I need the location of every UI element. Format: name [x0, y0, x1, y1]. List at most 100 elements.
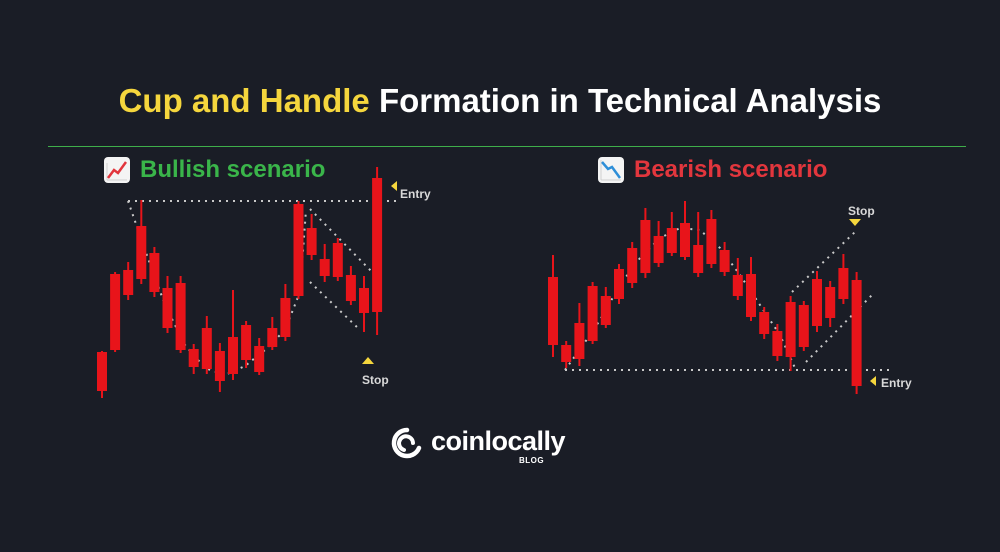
logo-subtitle: BLOG: [519, 456, 545, 465]
bearish-candle-body: [851, 280, 862, 386]
bearish-entry-marker: [870, 376, 876, 386]
bullish-candle-body: [228, 337, 238, 374]
bullish-candle-body: [214, 351, 225, 381]
bullish-candle-body: [306, 228, 317, 255]
bullish-candle: [214, 343, 225, 392]
bullish-candle-body: [175, 283, 186, 350]
bullish-candle: [175, 276, 186, 353]
bearish-handle-upper: [791, 231, 856, 293]
bearish-heading: Bearish scenario: [598, 156, 827, 184]
bullish-candle-body: [149, 253, 160, 292]
bullish-candle-body: [267, 328, 278, 347]
bearish-candle: [614, 264, 624, 304]
bearish-candle: [627, 242, 638, 288]
bullish-candle-body: [280, 298, 291, 337]
bullish-stop-label: Stop: [362, 373, 389, 387]
bearish-candle-body: [614, 269, 624, 299]
bullish-candle-body: [345, 275, 356, 301]
bearish-candle: [666, 212, 677, 256]
page-title: Cup and Handle Formation in Technical An…: [0, 82, 1000, 120]
bullish-stop-marker: [362, 357, 374, 364]
bearish-candle: [561, 341, 572, 368]
bullish-candle: [97, 351, 107, 398]
bullish-handle-lower: [309, 281, 361, 331]
bearish-candle: [785, 296, 796, 371]
bearish-candle: [653, 221, 664, 267]
bearish-candle-body: [772, 331, 783, 356]
title-highlight: Cup and Handle: [118, 82, 370, 119]
bullish-candle: [306, 214, 317, 260]
bearish-candle-body: [798, 305, 809, 347]
bullish-candle: [267, 317, 278, 350]
bullish-candle: [332, 238, 343, 281]
bullish-chart: Entry Stop: [97, 167, 431, 398]
bearish-entry-label: Entry: [881, 376, 912, 390]
bearish-candle-body: [785, 302, 796, 357]
bullish-candle: [319, 244, 330, 282]
bullish-candle: [110, 272, 121, 352]
bullish-candle: [241, 321, 252, 368]
bullish-entry-label: Entry: [400, 187, 431, 201]
bearish-candle: [825, 281, 836, 327]
bullish-candle-body: [241, 325, 252, 360]
bearish-label: Bearish scenario: [634, 156, 828, 183]
bearish-stop-label: Stop: [848, 204, 875, 218]
bearish-candle: [812, 271, 822, 332]
bearish-candle: [851, 272, 862, 394]
bearish-candle-body: [732, 275, 743, 296]
bullish-candle: [123, 262, 134, 300]
bullish-candle: [136, 200, 147, 284]
bearish-candle: [838, 254, 849, 304]
bearish-candle: [798, 301, 809, 351]
bullish-candle-body: [110, 274, 121, 350]
bearish-candle: [732, 258, 743, 300]
bearish-candle-body: [706, 219, 717, 264]
bearish-candle: [706, 210, 717, 268]
bearish-candle-body: [680, 223, 690, 257]
bearish-candle: [600, 287, 611, 328]
bullish-candle-body: [97, 352, 107, 391]
bearish-candle: [680, 201, 690, 260]
bearish-candle-body: [587, 286, 598, 341]
bearish-chart: Entry Stop: [548, 201, 912, 394]
bearish-candle-body: [746, 274, 756, 317]
bullish-candle: [188, 344, 199, 374]
title-rest: Formation in Technical Analysis: [378, 82, 882, 119]
bullish-candle: [162, 276, 173, 333]
bearish-candle: [587, 282, 598, 344]
bearish-candle: [548, 255, 558, 357]
bullish-candle-body: [123, 270, 134, 295]
bearish-candle-body: [719, 250, 730, 272]
bullish-candle-body: [188, 349, 199, 367]
chart-increasing-icon: [104, 157, 130, 183]
bullish-candle: [359, 276, 369, 332]
title-divider: [48, 146, 966, 147]
bearish-candle-body: [666, 228, 677, 253]
bearish-cup-curve: [564, 226, 796, 371]
bullish-candle-body: [372, 178, 383, 312]
bearish-candle-body: [561, 345, 572, 362]
bearish-stop-marker: [849, 219, 861, 226]
chart-decreasing-icon: [598, 157, 624, 183]
bearish-candle-body: [548, 277, 558, 345]
bullish-candle-body: [201, 328, 212, 369]
bearish-candle: [759, 307, 770, 339]
bullish-candle-body: [332, 243, 343, 277]
coinlocally-logo: coinlocally BLOG: [389, 426, 566, 465]
bearish-candle: [640, 208, 651, 278]
bearish-candle-body: [653, 236, 664, 263]
bearish-candle: [772, 324, 783, 361]
bearish-candle: [746, 257, 756, 321]
bearish-candle: [693, 212, 704, 277]
coinlocally-logo-icon: [391, 427, 422, 459]
bullish-candle-body: [319, 259, 330, 276]
bullish-candle-body: [162, 288, 173, 328]
bullish-candle: [345, 266, 356, 305]
bullish-candle: [201, 316, 212, 374]
bullish-candle: [228, 290, 238, 380]
bearish-candle: [719, 242, 730, 276]
bearish-candle-body: [825, 287, 836, 318]
bearish-candle-body: [640, 220, 651, 273]
bearish-candle-body: [759, 312, 770, 334]
bullish-candle-body: [136, 226, 147, 279]
